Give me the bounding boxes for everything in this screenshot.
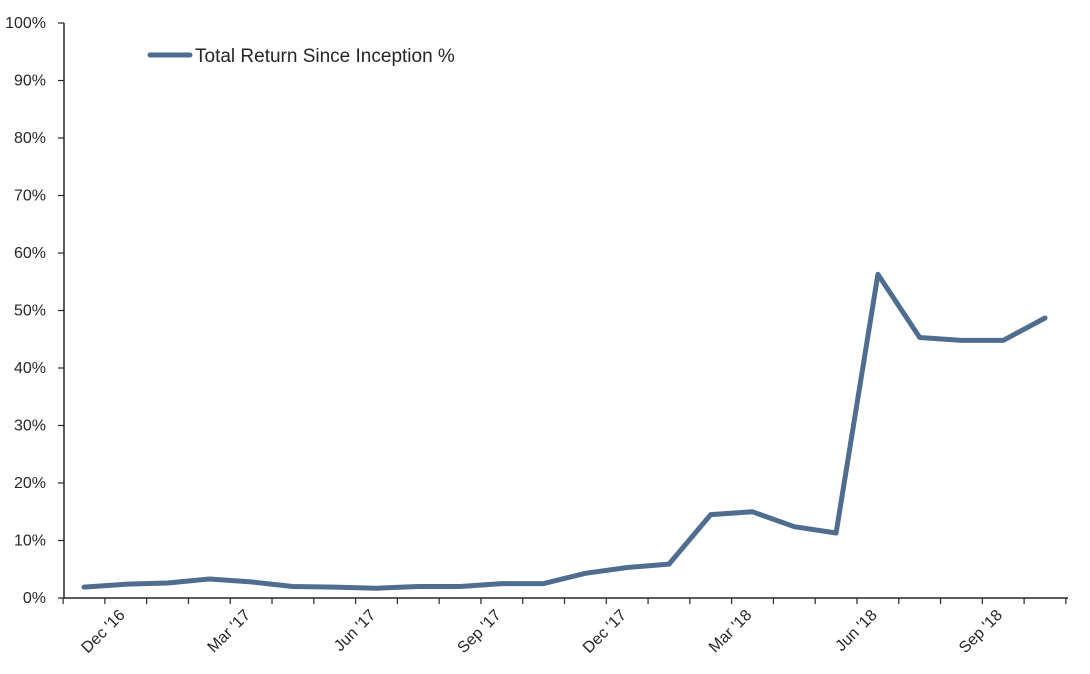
data-point <box>708 512 713 517</box>
x-tick-label: Sep '18 <box>956 607 1006 657</box>
x-tick-label: Mar '18 <box>706 607 755 656</box>
data-point <box>458 584 463 589</box>
data-point <box>666 562 671 567</box>
y-tick-label: 50% <box>14 303 46 320</box>
data-point <box>750 509 755 514</box>
data-point <box>249 579 254 584</box>
series-line-total-return <box>81 271 1048 591</box>
y-tick-label: 70% <box>14 188 46 205</box>
x-tick-label: Jun '17 <box>331 607 379 655</box>
y-tick-label: 20% <box>14 475 46 492</box>
y-tick-label: 40% <box>14 360 46 377</box>
x-tick-label: Mar '17 <box>205 607 254 656</box>
x-tick-label: Dec '16 <box>79 607 129 657</box>
data-point <box>1001 338 1006 343</box>
data-point <box>332 585 337 590</box>
y-tick-label: 90% <box>14 73 46 90</box>
x-tick-label: Dec '17 <box>580 607 630 657</box>
data-point <box>207 577 212 582</box>
data-point <box>792 524 797 529</box>
data-point <box>82 585 87 590</box>
legend-label: Total Return Since Inception % <box>195 46 455 67</box>
y-axis-ticks: 0% 10% 20% 30% 40% 50% 60% 70% 80% 90% 100% <box>5 15 64 607</box>
y-tick-label: 100% <box>5 15 46 32</box>
y-tick-label: 60% <box>14 245 46 262</box>
data-point <box>165 581 170 586</box>
data-point <box>917 335 922 340</box>
legend: Total Return Since Inception % <box>147 46 455 67</box>
x-tick-label: Sep '17 <box>455 607 505 657</box>
data-point <box>290 584 295 589</box>
data-point <box>875 272 880 277</box>
data-point <box>583 571 588 576</box>
data-point <box>625 565 630 570</box>
axes <box>63 23 1068 599</box>
data-point <box>834 531 839 536</box>
series-layer <box>81 271 1048 591</box>
y-tick-label: 30% <box>14 418 46 435</box>
x-tick-label: Jun '18 <box>833 607 881 655</box>
data-point <box>416 584 421 589</box>
y-tick-label: 0% <box>23 590 46 607</box>
data-point <box>959 338 964 343</box>
data-point <box>541 581 546 586</box>
x-axis-ticks: Dec '16 Mar '17 Jun '17 Sep '17 Dec '17 Mar '… <box>62 598 1067 657</box>
y-tick-label: 80% <box>14 130 46 147</box>
data-point <box>374 586 379 591</box>
data-point <box>123 582 128 587</box>
y-tick-label: 10% <box>14 533 46 550</box>
data-point <box>1043 315 1048 320</box>
data-point <box>499 581 504 586</box>
